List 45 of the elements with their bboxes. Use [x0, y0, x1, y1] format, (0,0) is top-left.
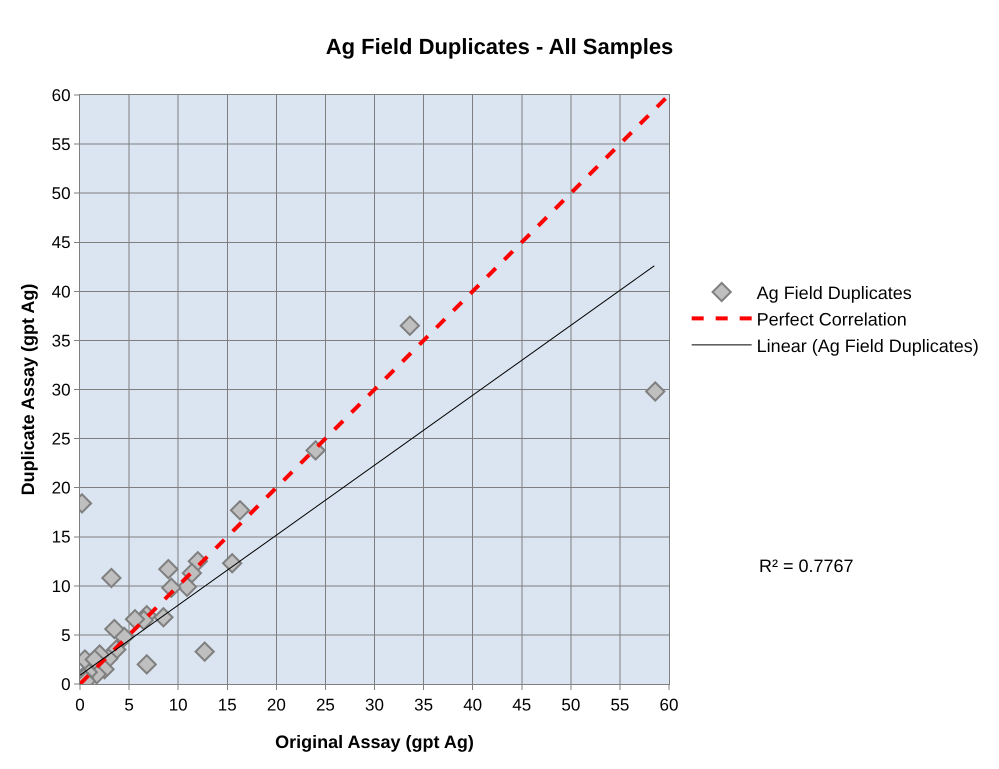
- y-tick-label: 0: [61, 674, 71, 694]
- point: [124, 609, 146, 630]
- point: [101, 568, 122, 588]
- x-tick-label: 15: [218, 695, 237, 714]
- x-tick-label: 25: [316, 695, 335, 714]
- chart-title: Ag Field Duplicates - All Samples: [326, 34, 674, 59]
- y-tick-label: 35: [52, 331, 71, 350]
- y-tick-label: 25: [52, 430, 71, 449]
- point: [230, 500, 250, 520]
- x-axis-title: Original Assay (gpt Ag): [275, 732, 474, 752]
- point: [104, 618, 124, 640]
- y-tick-label: 30: [52, 380, 71, 400]
- y-tick-label: 40: [52, 282, 71, 302]
- point: [645, 381, 666, 402]
- x-tick-label: 60: [660, 695, 678, 714]
- point: [136, 654, 157, 674]
- legend-label: Linear (Ag Field Duplicates): [756, 336, 979, 356]
- x-tick-label: 30: [365, 695, 384, 714]
- x-tick-label: 0: [75, 695, 85, 714]
- y-axis-title: Duplicate Assay (gpt Ag): [18, 284, 38, 496]
- point: [400, 316, 420, 336]
- point: [158, 559, 178, 580]
- x-tick-label: 55: [610, 695, 630, 714]
- legend-label: Ag Field Duplicates: [756, 283, 912, 304]
- x-tick-label: 10: [168, 695, 188, 714]
- x-tick-label: 40: [463, 695, 482, 714]
- y-tick-label: 55: [52, 135, 71, 154]
- y-tick-label: 15: [52, 528, 71, 547]
- y-tick-label: 5: [61, 626, 71, 645]
- y-tick-label: 45: [52, 233, 71, 252]
- y-tick-label: 10: [52, 576, 71, 596]
- x-tick-label: 35: [414, 695, 434, 714]
- point: [194, 642, 215, 662]
- legend-label: Perfect Correlation: [756, 309, 907, 330]
- point: [153, 607, 174, 628]
- point: [306, 440, 326, 460]
- text: R² = 0.7767: [759, 556, 854, 576]
- x-tick-label: 50: [561, 695, 580, 714]
- point: [222, 553, 242, 574]
- y-tick-label: 20: [52, 478, 71, 498]
- x-tick-label: 5: [124, 695, 134, 714]
- y-tick-label: 60: [52, 86, 71, 105]
- y-tick-label: 50: [52, 184, 71, 204]
- x-tick-label: 20: [266, 695, 286, 714]
- x-tick-label: 45: [512, 695, 532, 714]
